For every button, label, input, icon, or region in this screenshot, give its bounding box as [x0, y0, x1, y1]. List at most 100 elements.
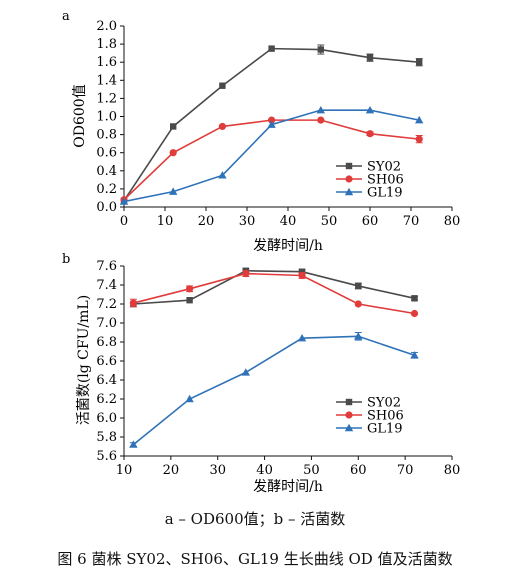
data-point — [169, 187, 178, 195]
series-line-SH06 — [133, 272, 415, 315]
series-GL19 — [129, 332, 419, 448]
x-tick-label: 40 — [280, 214, 297, 229]
y-tick-label: 6.0 — [96, 411, 117, 426]
data-point — [129, 440, 138, 448]
data-point — [354, 300, 362, 308]
data-point — [242, 270, 250, 278]
data-point — [410, 309, 419, 318]
x-tick-label: 30 — [239, 214, 256, 229]
y-tick-label: 7.4 — [96, 278, 117, 293]
data-point — [169, 149, 177, 157]
data-point — [129, 299, 137, 307]
x-tick-label: 10 — [157, 214, 174, 229]
y-axis-title: 活菌数(lg CFU/mL) — [76, 295, 92, 425]
data-point — [298, 268, 306, 275]
data-point — [268, 116, 276, 124]
legend-marker — [345, 175, 353, 183]
y-tick-label: 2.0 — [96, 19, 117, 34]
data-point — [218, 122, 226, 131]
x-tick-label: 60 — [362, 214, 379, 229]
y-axis-title: OD600值 — [72, 84, 88, 147]
data-point — [317, 116, 325, 124]
data-point — [354, 332, 363, 340]
x-tick-label: 70 — [397, 463, 414, 478]
x-tick-label: 50 — [303, 463, 320, 478]
y-tick-label: 0.2 — [96, 182, 117, 197]
data-point — [267, 120, 276, 128]
x-tick-label: 80 — [444, 463, 461, 478]
y-tick-label: 5.6 — [96, 449, 117, 464]
data-point — [298, 271, 306, 280]
x-tick-label: 20 — [198, 214, 215, 229]
data-point — [416, 59, 423, 66]
series-line-GL19 — [132, 335, 415, 446]
y-tick-label: 6.4 — [96, 373, 117, 388]
x-tick-label: 50 — [321, 214, 338, 229]
data-point — [268, 45, 275, 52]
data-point — [410, 351, 419, 359]
y-tick-label: 1.6 — [96, 55, 117, 70]
data-point — [297, 334, 307, 342]
chart-panel-b: b 5.6 5.8 6.0 6.2 6.4 6.6 6.8 7.0 7.2 7.4 7.6 10 20 30… — [62, 252, 460, 495]
y-tick-label: 6.8 — [96, 335, 117, 350]
data-point — [186, 297, 193, 304]
legend-label: GL19 — [367, 186, 403, 201]
chart-panel-a: a 0.0 0.2 0.4 0.6 0.8 1.0 1.2 1.4 1.6 1.8 2.0 0 10 20 3… — [62, 9, 460, 254]
series-GL19 — [119, 105, 424, 205]
data-point — [411, 295, 418, 302]
y-tick-label: 1.2 — [96, 91, 117, 106]
data-point — [119, 197, 129, 205]
data-point — [316, 105, 325, 114]
data-point — [317, 46, 324, 53]
data-point — [185, 394, 194, 403]
y-tick-label: 6.2 — [96, 392, 117, 407]
data-point — [366, 130, 374, 138]
data-point — [219, 82, 226, 89]
legend-label: SH06 — [367, 409, 404, 424]
data-point — [241, 368, 251, 376]
x-tick-label: 10 — [116, 463, 133, 478]
data-point — [355, 282, 362, 290]
y-tick-label: 0.4 — [96, 164, 117, 179]
legend-label: SH06 — [367, 173, 404, 188]
x-tick-label: 20 — [163, 463, 180, 478]
legend-marker — [344, 187, 354, 196]
legend-marker — [345, 162, 353, 170]
data-point — [415, 135, 423, 143]
x-tick-label: 0 — [120, 214, 128, 229]
series-line-SY02 — [133, 269, 415, 305]
data-point — [186, 285, 194, 293]
x-tick-label: 30 — [209, 463, 226, 478]
data-point — [415, 115, 424, 124]
x-tick-label: 40 — [256, 463, 273, 478]
y-tick-label: 1.0 — [96, 110, 117, 125]
legend-marker — [344, 423, 354, 432]
y-tick-label: 0.6 — [96, 146, 117, 161]
series-SH06 — [120, 116, 423, 204]
legend-label: GL19 — [367, 422, 403, 437]
y-tick-label: 1.8 — [96, 37, 117, 52]
x-tick-label: 60 — [350, 463, 367, 478]
series-SH06 — [129, 270, 419, 318]
y-tick-label: 0.0 — [96, 200, 117, 215]
panel-label: a — [62, 9, 70, 24]
data-point — [366, 54, 374, 61]
figure-caption: 图 6 菌株 SY02、SH06、GL19 生长曲线 OD 值及活菌数 — [57, 550, 453, 568]
x-axis-title: 发酵时间/h — [253, 479, 323, 495]
x-tick-label: 70 — [403, 214, 420, 229]
series-SY02 — [130, 267, 419, 308]
y-tick-label: 5.8 — [96, 430, 117, 445]
y-tick-label: 6.6 — [96, 354, 117, 369]
data-point — [365, 105, 375, 114]
y-tick-label: 0.8 — [96, 128, 117, 143]
data-point — [170, 123, 177, 130]
figure-subcaption: a – OD600值；b – 活菌数 — [164, 510, 346, 528]
y-tick-label: 1.4 — [96, 73, 117, 88]
data-point — [218, 171, 227, 179]
panel-label: b — [62, 252, 70, 267]
x-tick-label: 80 — [444, 214, 461, 229]
y-tick-label: 7.2 — [96, 297, 117, 312]
legend-marker — [345, 398, 353, 406]
legend-label: SY02 — [367, 160, 401, 175]
